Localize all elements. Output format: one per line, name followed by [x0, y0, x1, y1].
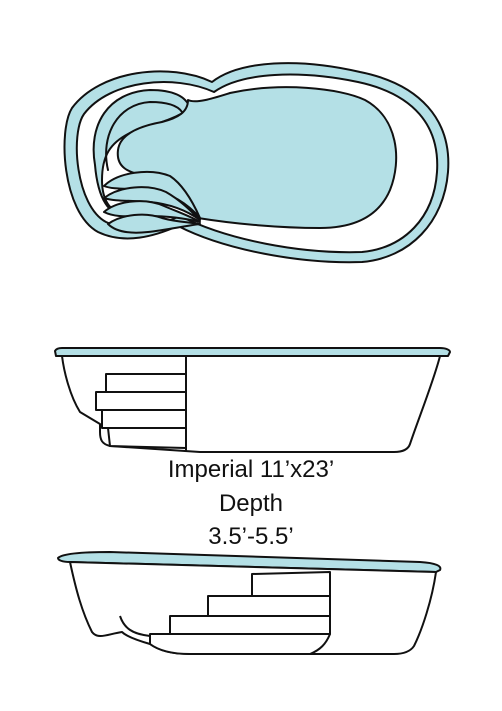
pool-perspective-view — [57, 551, 442, 655]
persp-step-4 — [149, 633, 331, 655]
pool-steps-top — [103, 170, 201, 234]
side-steps — [95, 373, 187, 449]
depth-label: Depth — [218, 490, 284, 517]
persp-step-2 — [207, 595, 331, 617]
step-4 — [107, 213, 201, 234]
side-step-3 — [101, 409, 187, 429]
pool-top-view — [63, 62, 450, 264]
side-coping — [54, 347, 451, 357]
side-step-1 — [105, 373, 187, 393]
persp-steps — [149, 571, 331, 655]
persp-bench — [119, 615, 151, 637]
pool-side-view — [54, 347, 451, 453]
depth-range: 3.5’-5.5’ — [208, 523, 294, 550]
persp-coping — [57, 551, 442, 573]
persp-step-1 — [251, 571, 331, 597]
side-step-4 — [107, 427, 187, 449]
pool-entry-inner-line — [105, 101, 183, 171]
pool-model-name: Imperial 11’x23’ — [167, 456, 335, 483]
side-step-2 — [95, 391, 187, 411]
persp-step-3 — [169, 615, 331, 635]
